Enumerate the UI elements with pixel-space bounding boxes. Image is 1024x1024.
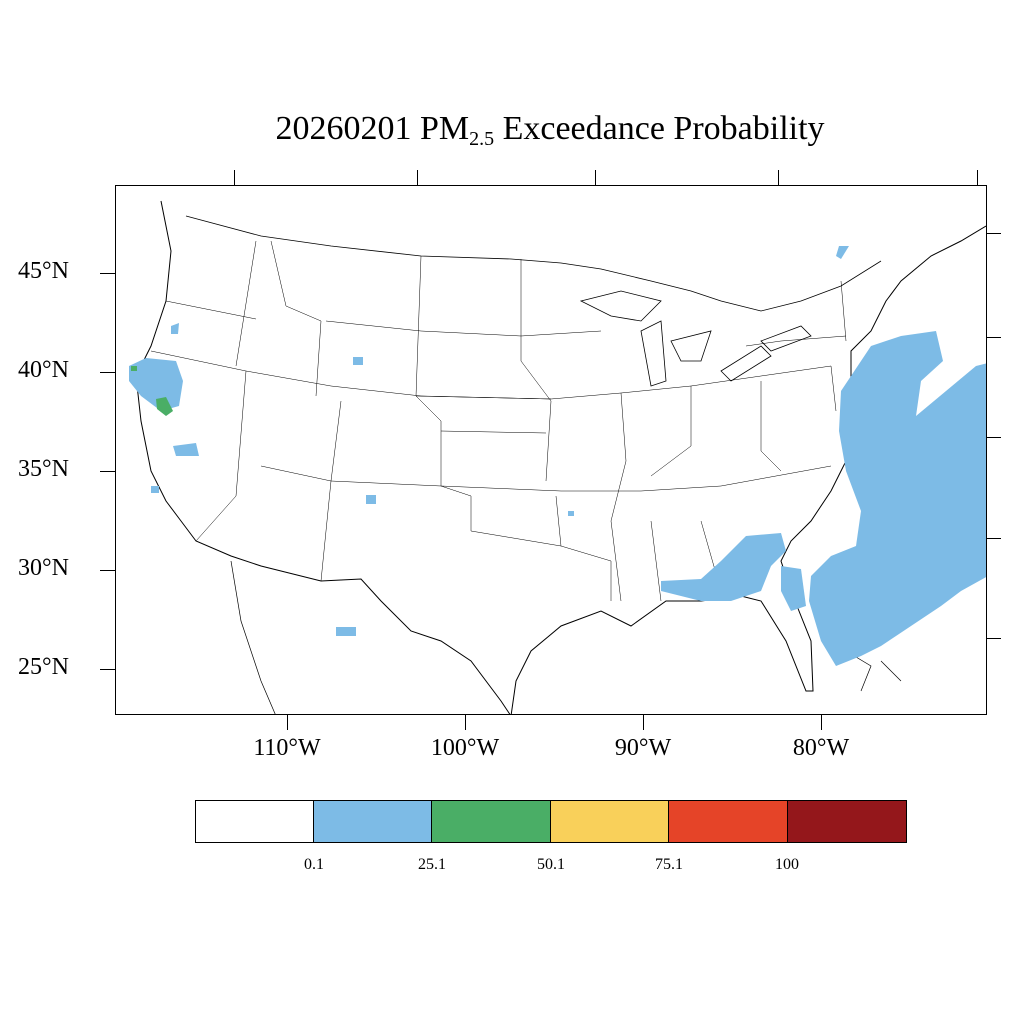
lon-label-80: 80°W [792, 735, 850, 761]
colorbar-label-100: 100 [775, 856, 799, 873]
map-canvas [129, 200, 986, 714]
colorbar-label-50-1: 50.1 [537, 856, 565, 873]
lat-label-30: 30°N [18, 555, 69, 581]
lat-label-35: 35°N [18, 456, 69, 482]
lat-label-45: 45°N [18, 258, 69, 284]
title-species: PM [419, 110, 470, 147]
colorbar-bin-1 [195, 800, 315, 843]
bottom-tick [643, 715, 644, 730]
colorbar-bin-2 [313, 800, 433, 843]
colorbar-label-75-1: 75.1 [655, 856, 683, 873]
lon-label-90: 90°W [614, 735, 672, 761]
probability-regions-medium [131, 366, 173, 416]
great-lakes [579, 290, 812, 387]
colorbar-bin-3 [431, 800, 552, 843]
coastline-hints [230, 560, 902, 714]
top-tick [778, 170, 779, 185]
canada-border [185, 215, 882, 312]
right-tick [987, 538, 1001, 539]
colorbar-label-25-1: 25.1 [418, 856, 446, 873]
colorbar-bin-5 [668, 800, 789, 843]
lat-label-25: 25°N [18, 654, 69, 680]
colorbar-bin-6 [787, 800, 907, 843]
bottom-tick [821, 715, 822, 730]
top-tick [234, 170, 235, 185]
left-tick [100, 471, 115, 472]
title-date: 20260201 [275, 110, 412, 147]
colorbar-bin-4 [550, 800, 670, 843]
map-frame [115, 185, 987, 715]
state-lines [150, 240, 847, 602]
right-tick [987, 437, 1001, 438]
left-tick [100, 372, 115, 373]
lon-label-100: 100°W [430, 735, 500, 761]
left-tick [100, 669, 115, 670]
title-subscript: 2.5 [469, 128, 495, 150]
top-tick [595, 170, 596, 185]
lon-label-110: 110°W [253, 735, 321, 761]
probability-regions-low [129, 246, 986, 666]
right-tick [987, 337, 1001, 338]
right-tick [987, 233, 1001, 234]
colorbar [195, 800, 907, 843]
map-title: 20260201 PM2.5 Exceedance Probability [0, 110, 1024, 151]
title-suffix: Exceedance Probability [502, 110, 825, 147]
bottom-tick [287, 715, 288, 730]
top-tick [977, 170, 978, 185]
colorbar-label-0-1: 0.1 [304, 856, 324, 873]
top-tick [417, 170, 418, 185]
lat-label-40: 40°N [18, 357, 69, 383]
bottom-tick [465, 715, 466, 730]
left-tick [100, 570, 115, 571]
right-tick [987, 638, 1001, 639]
left-tick [100, 273, 115, 274]
